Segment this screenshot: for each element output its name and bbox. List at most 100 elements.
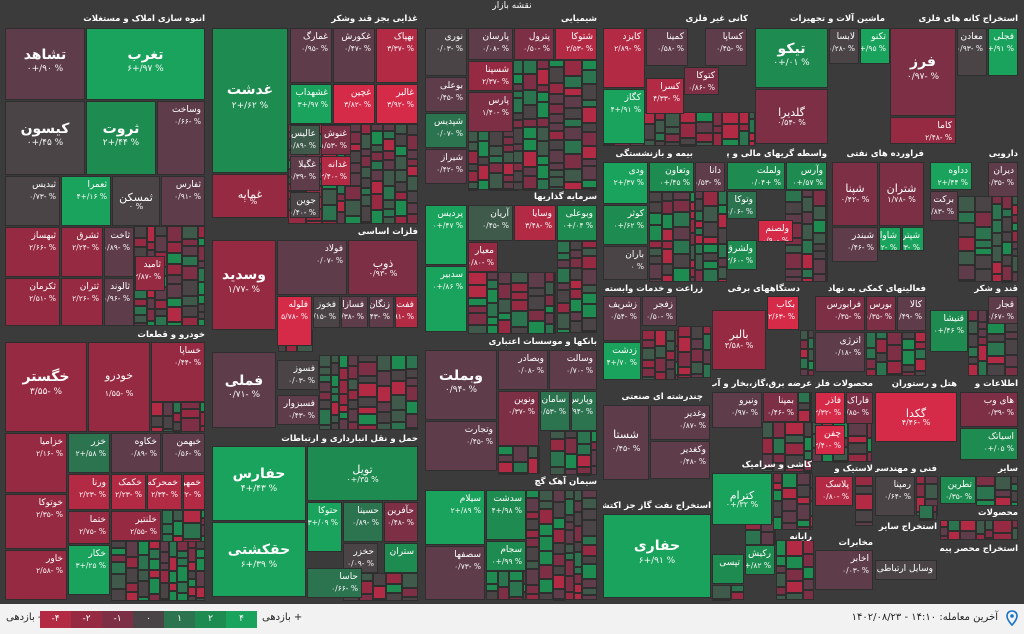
minor-symbol-tile[interactable] — [582, 520, 597, 536]
minor-symbol-tile[interactable] — [804, 471, 812, 473]
minor-symbol-tile[interactable] — [968, 334, 978, 347]
minor-symbol-tile[interactable] — [718, 214, 727, 228]
minor-symbol-tile[interactable] — [915, 371, 926, 376]
minor-symbol-tile[interactable] — [169, 583, 177, 591]
symbol-tile[interactable]: حاسا ۰/۶۶- % — [307, 568, 362, 598]
minor-symbol-tile[interactable] — [526, 547, 539, 561]
minor-symbol-tile[interactable] — [391, 381, 406, 395]
minor-symbol-tile[interactable] — [201, 510, 205, 518]
symbol-tile[interactable]: معادن ۰/۹۳- % — [957, 28, 987, 76]
minor-symbol-tile[interactable] — [181, 409, 200, 418]
minor-symbol-tile[interactable] — [665, 112, 680, 127]
minor-symbol-tile[interactable] — [570, 250, 582, 258]
symbol-tile[interactable]: زشریف ۰/۵۴- % — [603, 296, 641, 341]
minor-symbol-tile[interactable] — [513, 182, 523, 190]
minor-symbol-tile[interactable] — [866, 332, 876, 348]
minor-symbol-tile[interactable] — [509, 581, 523, 597]
minor-symbol-tile[interactable] — [177, 551, 188, 558]
minor-symbol-tile[interactable] — [582, 285, 597, 293]
minor-symbol-tile[interactable] — [468, 306, 487, 313]
minor-symbol-tile[interactable] — [1012, 528, 1018, 540]
minor-symbol-tile[interactable] — [666, 330, 675, 341]
symbol-tile[interactable]: ولشرق ۲/۶۰- % — [727, 240, 757, 270]
sector-title[interactable]: کانی غیر فلزی — [685, 14, 748, 24]
symbol-tile[interactable]: ثبدیس ۰/۷۳- % — [5, 176, 60, 226]
sector-title[interactable]: مخابرات — [838, 538, 873, 548]
minor-symbol-tile[interactable] — [182, 246, 198, 256]
symbol-tile[interactable]: حسینا ۰/۸۹- % — [343, 502, 383, 542]
minor-symbol-tile[interactable] — [782, 499, 797, 511]
symbol-tile[interactable]: پارسان ۰/۰۸- % — [468, 28, 513, 60]
minor-symbol-tile[interactable] — [718, 190, 727, 205]
minor-symbol-tile[interactable] — [902, 372, 915, 376]
minor-symbol-tile[interactable] — [925, 484, 938, 499]
minor-symbol-tile[interactable] — [513, 144, 523, 151]
minor-symbol-tile[interactable] — [565, 499, 574, 515]
minor-symbol-tile[interactable] — [987, 334, 1005, 342]
minor-symbol-tile[interactable] — [523, 119, 537, 127]
minor-symbol-tile[interactable] — [383, 200, 395, 209]
minor-symbol-tile[interactable] — [582, 293, 597, 304]
minor-symbol-tile[interactable] — [149, 570, 160, 578]
minor-symbol-tile[interactable] — [855, 522, 873, 526]
minor-symbol-tile[interactable] — [371, 181, 383, 194]
minor-symbol-tile[interactable] — [537, 85, 549, 92]
minor-symbol-tile[interactable] — [813, 220, 826, 233]
minor-symbol-tile[interactable] — [813, 259, 826, 274]
minor-symbol-tile[interactable] — [582, 248, 597, 256]
minor-symbol-tile[interactable] — [377, 371, 391, 386]
minor-symbol-tile[interactable] — [557, 241, 570, 253]
minor-symbol-tile[interactable] — [377, 402, 391, 412]
minor-symbol-tile[interactable] — [975, 248, 992, 255]
minor-symbol-tile[interactable] — [167, 307, 182, 322]
minor-symbol-tile[interactable] — [690, 260, 695, 268]
minor-symbol-tile[interactable] — [173, 510, 183, 521]
minor-symbol-tile[interactable] — [673, 254, 690, 268]
minor-symbol-tile[interactable] — [958, 280, 975, 282]
minor-symbol-tile[interactable] — [662, 275, 673, 282]
minor-symbol-tile[interactable] — [968, 310, 978, 321]
minor-symbol-tile[interactable] — [933, 505, 937, 512]
minor-symbol-tile[interactable] — [975, 196, 992, 212]
minor-symbol-tile[interactable] — [528, 296, 545, 310]
minor-symbol-tile[interactable] — [319, 382, 331, 392]
minor-symbol-tile[interactable] — [582, 556, 597, 564]
minor-symbol-tile[interactable] — [149, 559, 160, 570]
symbol-tile[interactable]: بورس ۰/۳۵- % — [866, 296, 896, 331]
minor-symbol-tile[interactable] — [523, 571, 526, 584]
minor-symbol-tile[interactable] — [978, 329, 987, 337]
symbol-tile[interactable]: کمینا ۰/۵۸- % — [646, 28, 688, 66]
minor-symbol-tile[interactable] — [402, 597, 418, 601]
minor-symbol-tile[interactable] — [513, 151, 523, 163]
minor-symbol-tile[interactable] — [940, 520, 948, 527]
symbol-tile[interactable]: خمحرکه ۲/۳۴- % — [147, 474, 182, 510]
symbol-tile[interactable]: ولملت ۰/۰۴+ % — [727, 162, 785, 190]
symbol-tile[interactable]: کتوکا ۰/۸۶- % — [684, 67, 719, 95]
minor-symbol-tile[interactable] — [523, 189, 537, 191]
minor-symbol-tile[interactable] — [712, 585, 731, 599]
minor-symbol-tile[interactable] — [773, 517, 782, 530]
minor-symbol-tile[interactable] — [509, 597, 523, 600]
minor-symbol-tile[interactable] — [803, 554, 814, 567]
minor-symbol-tile[interactable] — [574, 526, 582, 542]
minor-symbol-tile[interactable] — [402, 588, 418, 597]
minor-symbol-tile[interactable] — [826, 280, 828, 282]
minor-symbol-tile[interactable] — [582, 188, 597, 190]
minor-symbol-tile[interactable] — [526, 498, 539, 512]
symbol-tile[interactable]: کگاز ۴+/۹۱ % — [603, 89, 645, 144]
minor-symbol-tile[interactable] — [134, 315, 147, 323]
minor-symbol-tile[interactable] — [489, 189, 503, 191]
minor-symbol-tile[interactable] — [134, 323, 147, 326]
minor-symbol-tile[interactable] — [644, 124, 655, 140]
minor-symbol-tile[interactable] — [537, 118, 549, 127]
symbol-tile[interactable]: ثروت ۲+/۴۴ % — [86, 101, 156, 175]
minor-symbol-tile[interactable] — [992, 246, 1002, 262]
minor-symbol-tile[interactable] — [810, 402, 812, 409]
minor-symbol-tile[interactable] — [371, 161, 383, 170]
symbol-tile[interactable]: قجار ۰/۶۷- % — [988, 296, 1018, 324]
minor-symbol-tile[interactable] — [348, 355, 358, 366]
minor-symbol-tile[interactable] — [802, 224, 813, 240]
minor-symbol-tile[interactable] — [345, 186, 361, 200]
minor-symbol-tile[interactable] — [810, 392, 812, 402]
minor-symbol-tile[interactable] — [785, 253, 802, 269]
